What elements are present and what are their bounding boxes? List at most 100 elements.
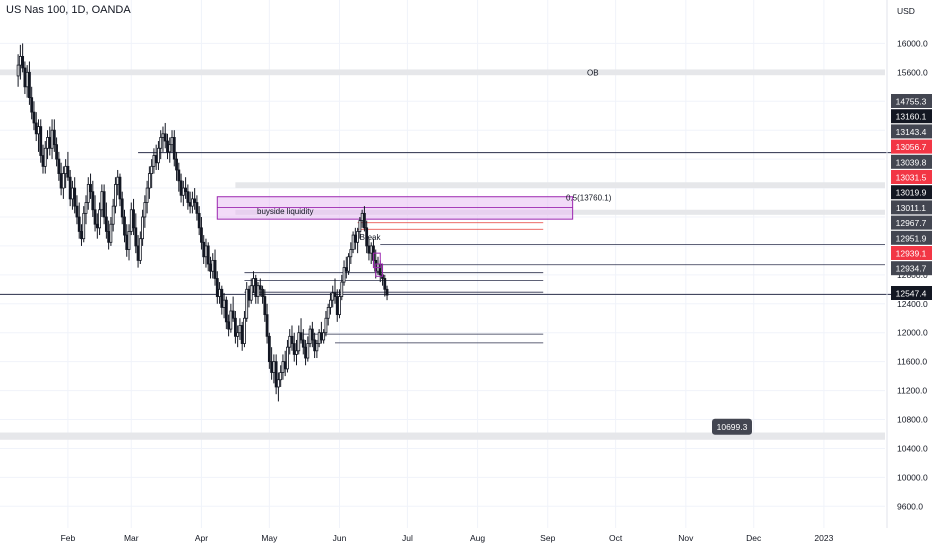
- candle-body: [168, 144, 172, 153]
- candle-body: [64, 165, 68, 174]
- y-tick-label: 10000.0: [897, 472, 928, 482]
- candle: [369, 242, 373, 264]
- candle: [75, 195, 79, 225]
- candle: [172, 130, 176, 167]
- axis-price-label-text: 14755.3: [896, 97, 927, 107]
- candle: [147, 166, 151, 199]
- candle-body: [331, 292, 335, 301]
- candle-body: [77, 216, 81, 232]
- candle: [50, 119, 54, 160]
- candle: [347, 253, 350, 275]
- candle: [258, 278, 262, 297]
- candle-body: [172, 137, 176, 160]
- zones: OB buyside liquidity 0.5(13760.1): [0, 68, 885, 440]
- candle-body: [243, 317, 246, 344]
- candle-body: [315, 343, 319, 352]
- candle-body: [71, 187, 74, 200]
- axis-price-label-text: 13039.8: [896, 157, 927, 167]
- y-tick-label: 12000.0: [897, 328, 928, 338]
- candle-body: [340, 281, 344, 297]
- candle: [120, 191, 124, 225]
- candle-body: [123, 216, 126, 236]
- candle: [129, 202, 133, 236]
- candle: [338, 289, 341, 319]
- candle: [213, 249, 217, 286]
- candle: [55, 137, 58, 167]
- x-tick-label: Mar: [124, 533, 139, 543]
- candle-body: [132, 209, 135, 229]
- candle: [220, 285, 224, 315]
- candle: [254, 274, 258, 304]
- symbol-title[interactable]: US Nas 100, 1D, OANDA: [6, 4, 131, 16]
- time-axis[interactable]: Feb Mar Apr May Jun Jul Aug Sep Oct Nov Dec 2023: [61, 533, 834, 543]
- candle-body: [313, 339, 317, 352]
- candle-body: [120, 198, 124, 218]
- candle-body: [21, 56, 25, 69]
- candle-body: [252, 278, 255, 287]
- candle: [200, 216, 203, 250]
- candle-body: [100, 191, 104, 211]
- axis-price-label: [891, 154, 932, 169]
- candle-body: [206, 245, 210, 265]
- candle-body: [338, 296, 341, 316]
- candle: [109, 216, 113, 246]
- candle: [184, 177, 188, 199]
- candle-body: [333, 292, 337, 297]
- candle: [274, 354, 278, 395]
- candle-body: [125, 234, 129, 250]
- axis-price-label: [891, 94, 932, 108]
- candle-body: [134, 227, 138, 247]
- candle: [37, 119, 40, 152]
- candle-body: [18, 56, 22, 66]
- candle: [218, 282, 221, 304]
- candle: [136, 235, 140, 268]
- axis-price-label-text: 13160.1: [896, 112, 927, 122]
- candle: [66, 151, 70, 181]
- axis-price-label-text: 12934.7: [896, 264, 927, 274]
- candle: [154, 144, 158, 170]
- candle-body: [195, 202, 199, 214]
- candle-body: [52, 129, 56, 146]
- candle: [349, 242, 353, 264]
- candle: [256, 282, 260, 304]
- axis-price-label-text: 12547.4: [896, 289, 927, 299]
- candle-body: [55, 144, 58, 160]
- candle: [238, 318, 242, 340]
- candle: [93, 195, 97, 232]
- candle: [170, 130, 174, 152]
- candle: [68, 169, 72, 207]
- candle-body: [202, 241, 206, 258]
- candle: [127, 224, 131, 261]
- candle: [159, 130, 163, 160]
- candle: [48, 126, 52, 156]
- price-axis[interactable]: USD16000.015600.015200.012800.012400.012…: [886, 0, 932, 528]
- candle: [283, 350, 287, 377]
- candle: [102, 184, 106, 225]
- candle: [315, 339, 319, 359]
- candle: [43, 141, 47, 174]
- x-tick-label: Feb: [61, 533, 76, 543]
- candle-body: [61, 173, 65, 189]
- candle: [61, 166, 65, 199]
- candle-body: [111, 205, 115, 225]
- candle-body: [145, 187, 149, 203]
- axis-price-label: [891, 261, 932, 276]
- candle: [385, 285, 389, 301]
- drawing-lines: [0, 152, 932, 344]
- candle: [118, 173, 122, 207]
- axis-price-label: [891, 200, 932, 215]
- candle-body: [233, 317, 237, 337]
- candle-body: [82, 212, 86, 240]
- candle: [116, 169, 120, 196]
- candle-body: [288, 335, 292, 348]
- candle: [267, 332, 271, 369]
- buyside-liquidity-label: buyside liquidity: [257, 207, 313, 216]
- candle-body: [46, 137, 49, 149]
- candle: [46, 130, 49, 160]
- axis-price-label: [891, 230, 932, 245]
- candle: [324, 311, 328, 337]
- candle-body: [215, 278, 219, 297]
- axis-price-label-text: 13031.5: [896, 173, 927, 183]
- candle: [263, 289, 267, 322]
